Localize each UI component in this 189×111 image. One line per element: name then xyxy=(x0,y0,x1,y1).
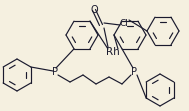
Text: Cl: Cl xyxy=(120,19,129,28)
Text: O: O xyxy=(90,5,98,15)
Text: P: P xyxy=(131,67,137,77)
Text: P: P xyxy=(52,67,58,77)
Text: Rh: Rh xyxy=(106,47,120,57)
